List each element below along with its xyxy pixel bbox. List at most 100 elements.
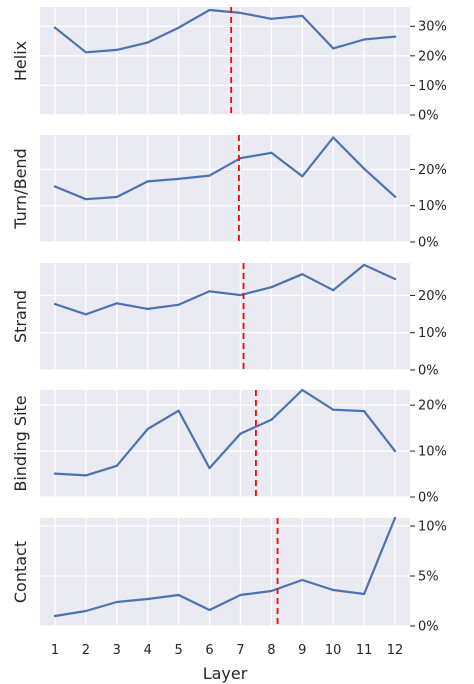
contact-y-axis-label: Contact — [11, 541, 30, 603]
binding-site-data-point — [301, 388, 304, 392]
contact-data-point — [332, 588, 335, 592]
strand-y-tick-label: 20% — [418, 289, 447, 304]
contact-data-point — [239, 593, 242, 597]
helix-data-point — [239, 11, 242, 15]
turn-bend-y-tick-label: 20% — [418, 163, 447, 178]
x-tick-label: 5 — [174, 643, 182, 658]
panel-strand: 0% 10% 20% Strand — [11, 263, 447, 379]
turn-bend-data-point — [393, 195, 397, 198]
contact-data-point — [84, 609, 88, 613]
turn-bend-y-axis-label: Turn/Bend — [11, 148, 30, 229]
helix-data-point — [270, 17, 273, 20]
turn-bend-data-point — [146, 180, 149, 183]
helix-y-axis-label: Helix — [11, 41, 30, 81]
helix-plot-area — [40, 7, 410, 115]
helix-y-tick-label: 20% — [418, 49, 447, 64]
x-axis-label: Layer — [203, 664, 248, 683]
turn-bend-data-point — [208, 174, 211, 177]
turn-bend-data-point — [239, 157, 242, 160]
binding-site-data-point — [53, 472, 57, 475]
helix-data-point — [84, 51, 88, 54]
turn-bend-data-point — [362, 167, 366, 170]
helix-y-tick-label: 10% — [418, 79, 447, 94]
helix-y-tick-label: 0% — [418, 109, 439, 124]
helix-data-point — [53, 26, 57, 29]
x-tick-label: 3 — [113, 643, 121, 658]
binding-site-data-point — [332, 408, 335, 411]
binding-site-data-point — [208, 466, 211, 470]
contact-y-tick-label: 5% — [418, 570, 439, 585]
helix-data-point — [301, 14, 304, 17]
turn-bend-data-point — [177, 177, 180, 180]
x-tick-label: 1 — [51, 643, 59, 658]
binding-site-data-point — [362, 410, 366, 413]
binding-site-data-point — [84, 474, 88, 477]
strand-data-point — [53, 302, 57, 306]
strand-y-tick-label: 10% — [418, 326, 447, 341]
binding-site-y-tick-label: 0% — [418, 491, 439, 506]
x-tick-label: 11 — [356, 643, 373, 658]
helix-series-line — [53, 8, 397, 54]
turn-bend-data-point — [84, 198, 88, 201]
helix-y-tick-label: 30% — [418, 20, 447, 35]
binding-site-y-tick-label: 10% — [418, 445, 447, 460]
binding-site-y-axis-label: Binding Site — [11, 395, 30, 491]
x-tick-label: 10 — [325, 643, 342, 658]
panel-binding-site: 0% 10% 20% Binding Site — [11, 388, 447, 506]
strand-data-point — [208, 290, 211, 293]
binding-site-series-line — [53, 388, 397, 477]
x-tick-label: 8 — [267, 643, 275, 658]
turn-bend-data-point — [332, 136, 335, 139]
helix-data-point — [208, 8, 211, 12]
contact-data-point — [177, 593, 180, 597]
binding-site-data-point — [393, 449, 397, 453]
strand-data-point — [270, 286, 273, 289]
binding-site-data-point — [239, 432, 242, 435]
turn-bend-data-point — [115, 195, 118, 199]
contact-data-point — [362, 592, 366, 596]
strand-data-point — [301, 273, 304, 276]
turn-bend-data-point — [301, 175, 304, 178]
binding-site-y-tick-label: 20% — [418, 399, 447, 414]
contact-plot-area — [40, 518, 410, 626]
strand-data-point — [393, 277, 397, 281]
panel-helix: 0% 10% 20% 30% Helix — [11, 7, 447, 124]
x-tick-label: 7 — [236, 643, 244, 658]
turn-bend-data-point — [53, 185, 57, 188]
x-tick-label: 2 — [82, 643, 90, 658]
contact-data-point — [393, 516, 397, 520]
binding-site-data-point — [146, 427, 149, 431]
binding-site-data-point — [270, 418, 273, 421]
contact-data-point — [208, 608, 211, 612]
x-tick-label: 6 — [205, 643, 213, 658]
contact-data-point — [115, 600, 118, 604]
turn-bend-y-tick-label: 0% — [418, 236, 439, 251]
contact-y-tick-label: 10% — [418, 520, 447, 535]
strand-data-point — [332, 289, 335, 292]
strand-data-point — [146, 307, 149, 310]
contact-data-point — [146, 597, 149, 601]
helix-data-point — [332, 47, 335, 50]
contact-y-tick-label: 0% — [418, 620, 439, 635]
strand-y-tick-label: 0% — [418, 364, 439, 379]
turn-bend-y-tick-label: 10% — [418, 199, 447, 214]
turn-bend-data-point — [270, 151, 273, 154]
contact-data-point — [270, 589, 273, 593]
strand-data-point — [239, 293, 242, 297]
panel-turn-bend: 0% 10% 20% Turn/Bend — [11, 135, 447, 251]
helix-data-point — [362, 38, 366, 41]
helix-data-point — [177, 26, 180, 29]
strand-data-point — [115, 302, 118, 305]
turn-bend-plot-area — [40, 135, 410, 242]
turn-bend-series-line — [53, 136, 397, 201]
strand-y-axis-label: Strand — [11, 290, 30, 343]
helix-data-point — [146, 41, 149, 44]
strand-data-point — [84, 313, 88, 316]
strand-data-point — [362, 263, 366, 266]
binding-site-plot-area — [40, 390, 410, 497]
strand-plot-area — [40, 263, 410, 370]
contact-series-line — [53, 516, 397, 618]
contact-data-point — [301, 578, 304, 582]
x-tick-label: 12 — [387, 643, 404, 658]
